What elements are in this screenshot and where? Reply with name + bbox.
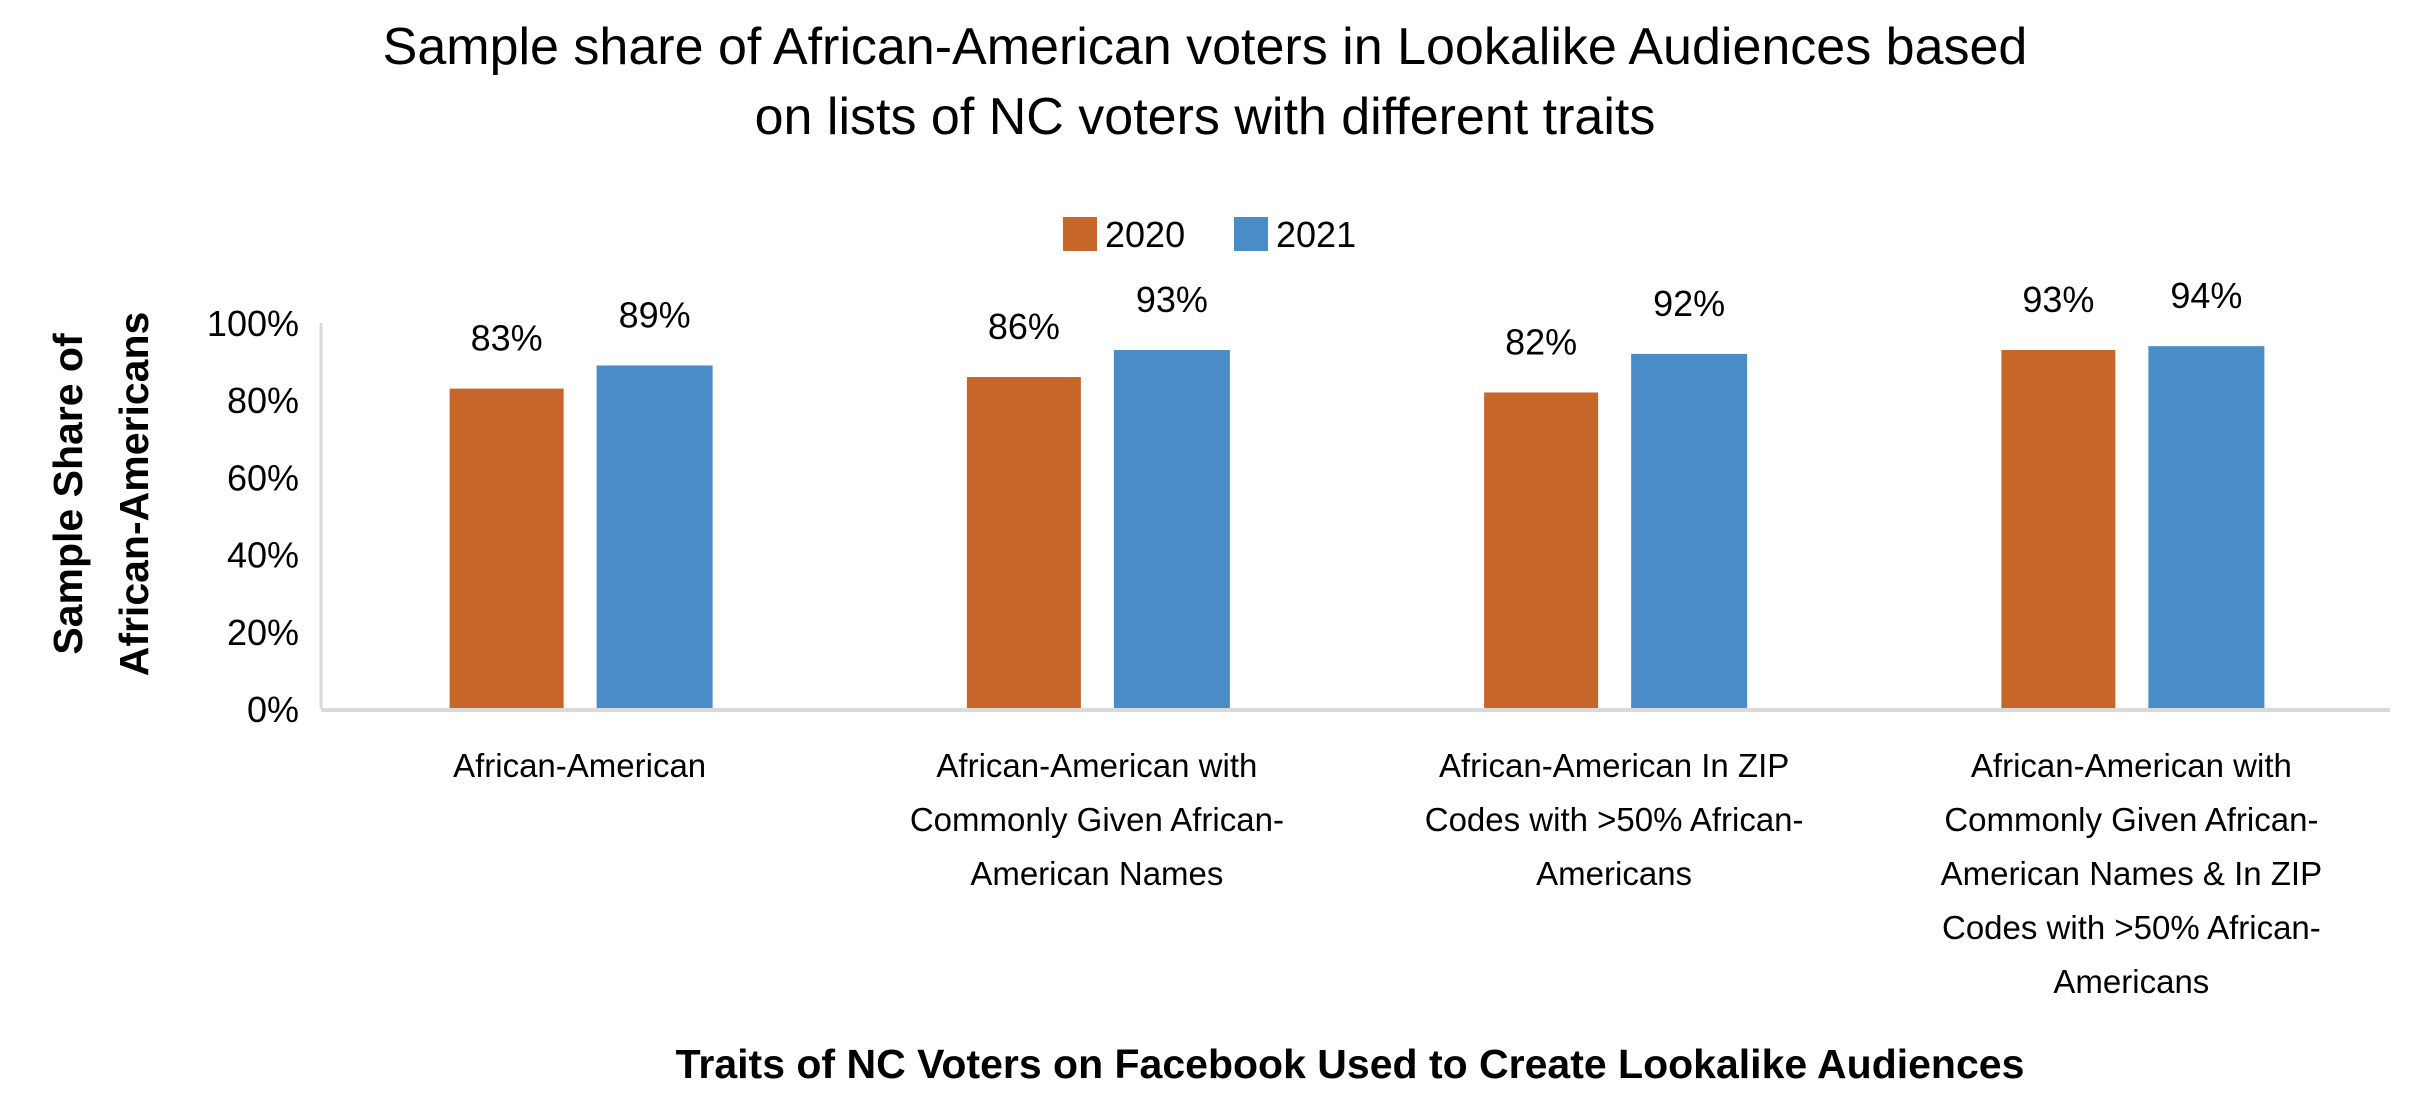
y-tick-label: 0% xyxy=(247,689,299,730)
data-label-2021: 92% xyxy=(1653,283,1725,324)
y-tick-label: 20% xyxy=(227,612,299,653)
data-label-2021: 93% xyxy=(1136,279,1208,320)
bar-2021-2 xyxy=(1631,353,1748,709)
category-label: Codes with >50% African- xyxy=(1425,801,1804,838)
category-label: African-American with xyxy=(1971,747,2292,784)
bar-2020-3 xyxy=(2001,350,2116,709)
data-label-2020: 93% xyxy=(2022,279,2094,320)
category-label: Americans xyxy=(2053,963,2209,1000)
legend: 2020 2021 xyxy=(1063,214,1356,255)
bar-2020-1 xyxy=(966,377,1081,709)
category-label: Commonly Given African- xyxy=(910,801,1284,838)
data-label-2020: 86% xyxy=(988,306,1060,347)
data-label-2021: 89% xyxy=(619,294,691,335)
bar-2021-1 xyxy=(1113,350,1230,709)
category-label: Americans xyxy=(1536,855,1692,892)
chart-title-line-2: on lists of NC voters with different tra… xyxy=(755,88,1656,146)
y-axis-title: Sample Share of African-Americans xyxy=(45,312,157,677)
category-label: American Names xyxy=(970,855,1223,892)
y-tick-label: 40% xyxy=(227,535,299,576)
bar-2020-0 xyxy=(449,388,564,709)
y-tick-label: 60% xyxy=(227,457,299,498)
category-label: American Names & In ZIP xyxy=(1941,855,2322,892)
bar-2021-0 xyxy=(596,365,713,709)
legend-label-2020: 2020 xyxy=(1105,214,1185,255)
legend-label-2021: 2021 xyxy=(1276,214,1356,255)
bar-2020-2 xyxy=(1484,392,1599,709)
data-label-2020: 83% xyxy=(471,318,543,359)
legend-swatch-2020 xyxy=(1063,217,1097,251)
category-label: African-American with xyxy=(936,747,1257,784)
y-tick-label: 80% xyxy=(227,380,299,421)
category-label: Commonly Given African- xyxy=(1944,801,2318,838)
category-label: African-American xyxy=(453,747,706,784)
data-label-2020: 82% xyxy=(1505,321,1577,362)
legend-swatch-2021 xyxy=(1234,217,1268,251)
data-label-2021: 94% xyxy=(2170,275,2242,316)
x-axis-title: Traits of NC Voters on Facebook Used to … xyxy=(676,1041,2025,1087)
y-tick-label: 100% xyxy=(207,303,299,344)
chart-title-line-1: Sample share of African-American voters … xyxy=(383,18,2028,76)
y-axis-title-line-2: African-Americans xyxy=(111,312,157,677)
bar-2021-3 xyxy=(2148,346,2265,709)
category-label: Codes with >50% African- xyxy=(1942,909,2321,946)
y-axis-title-line-1: Sample Share of xyxy=(45,333,91,655)
category-label: African-American In ZIP xyxy=(1439,747,1789,784)
